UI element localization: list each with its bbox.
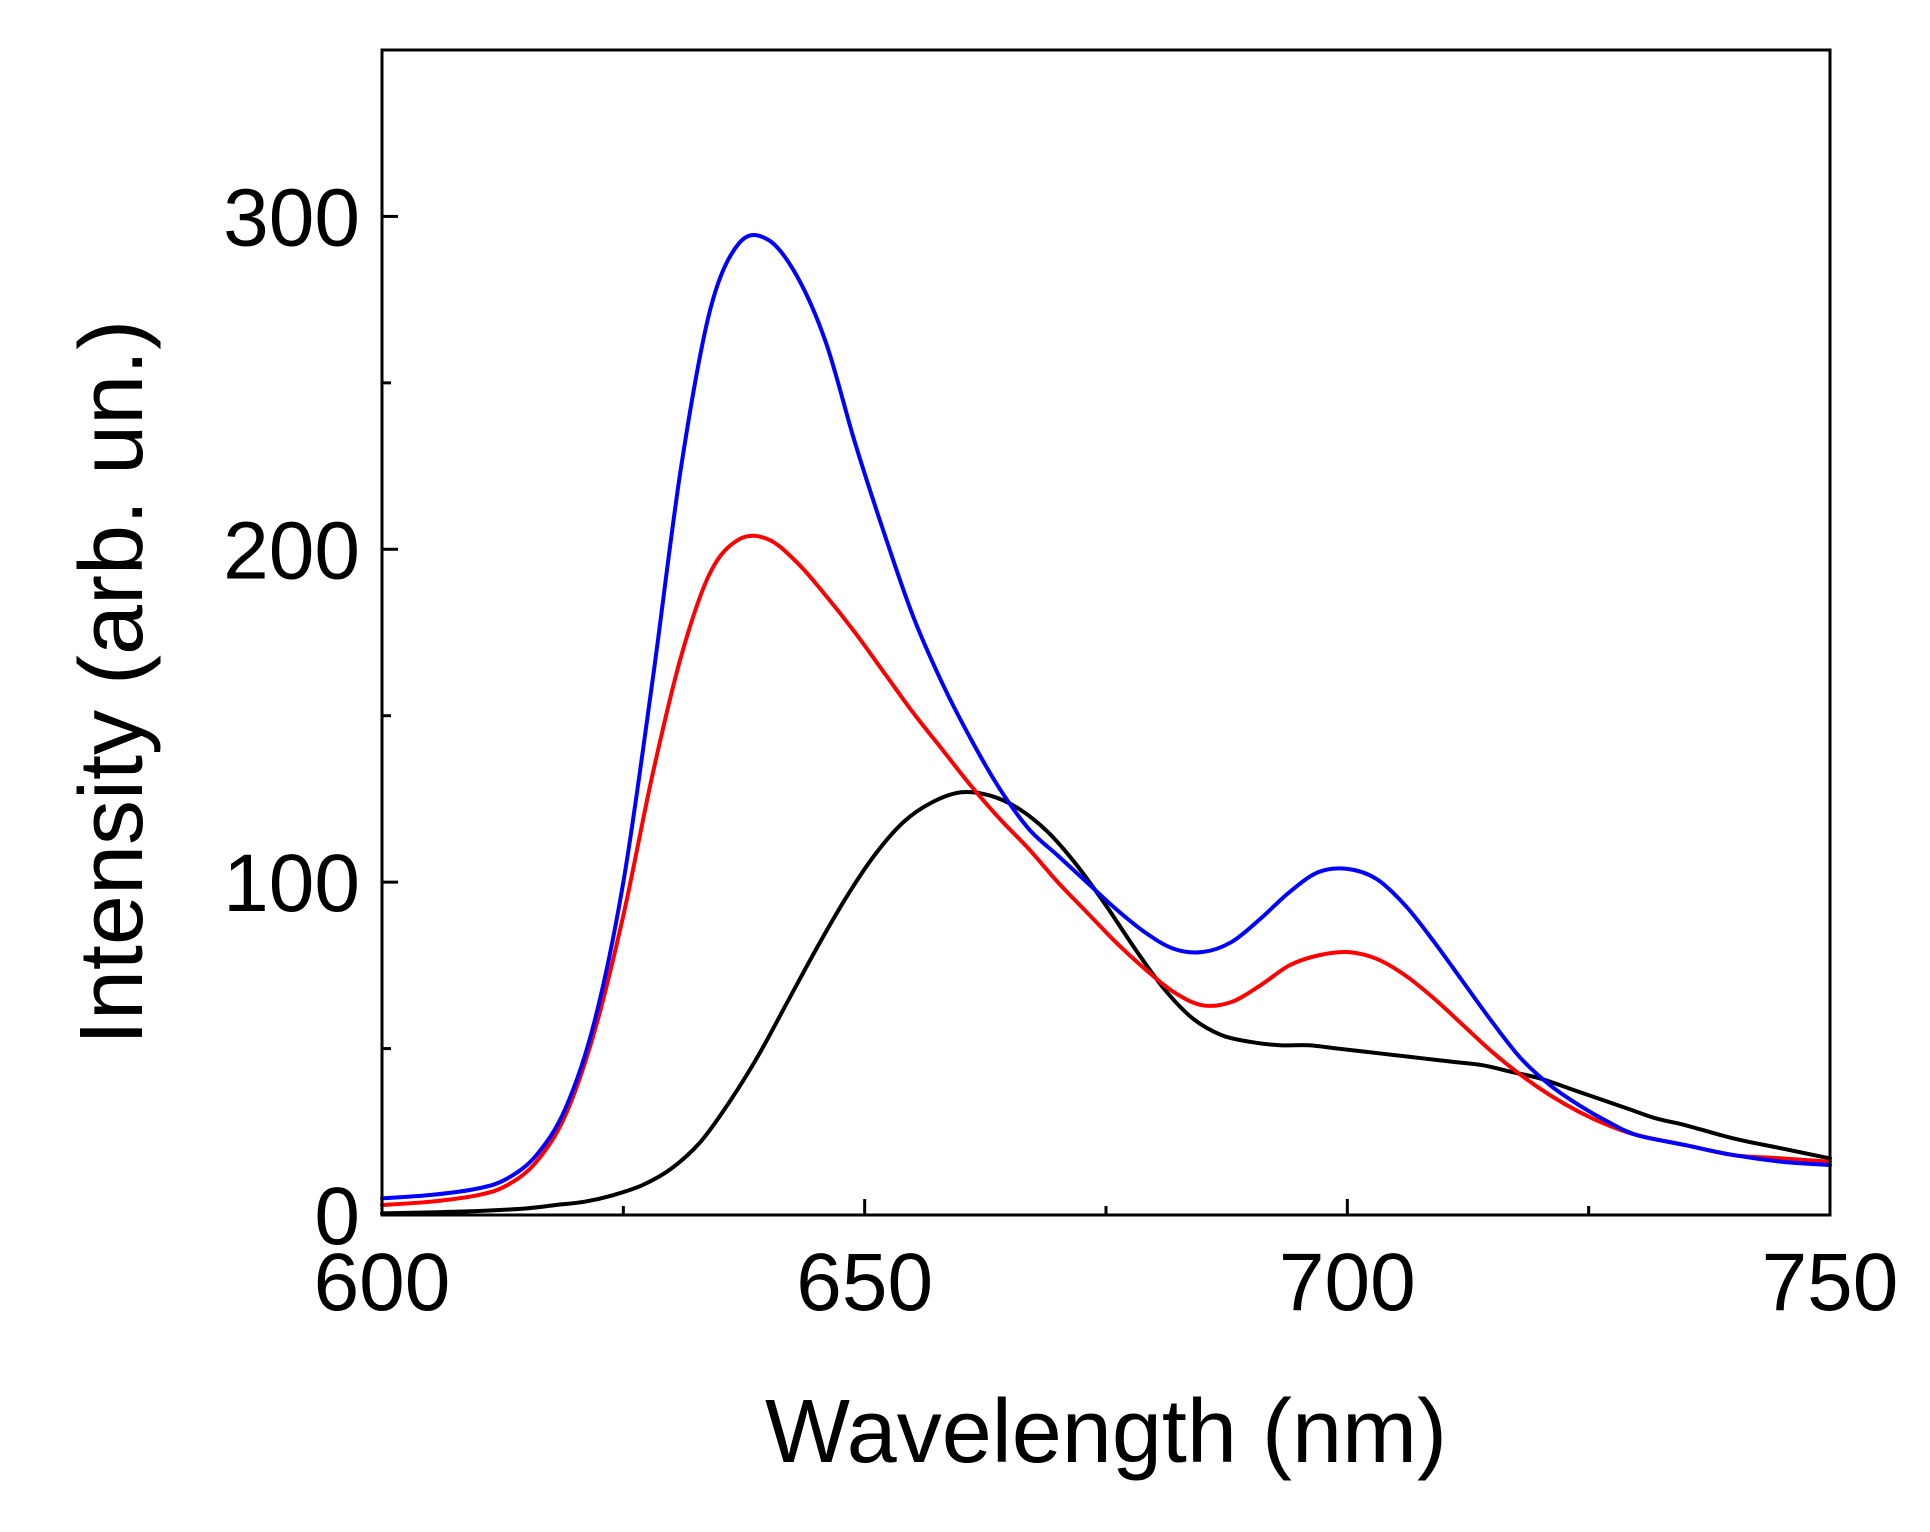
series-layer	[380, 232, 1832, 1216]
series-line-black	[380, 789, 1832, 1216]
x-axis-title: Wavelength (nm)	[765, 1382, 1447, 1482]
series-line-red	[380, 533, 1832, 1208]
x-tick-label: 750	[1762, 1237, 1899, 1328]
y-tick-label: 0	[314, 1171, 360, 1262]
y-tick-label: 200	[223, 505, 360, 596]
x-tick-label: 650	[796, 1237, 933, 1328]
y-tick-label: 100	[223, 838, 360, 929]
series-line-blue	[380, 232, 1832, 1201]
y-axis-title: Intensity (arb. un.)	[62, 320, 162, 1045]
y-tick-label: 300	[223, 172, 360, 263]
plot-frame	[380, 48, 1832, 1217]
x-tick-label: 700	[1279, 1237, 1416, 1328]
x-tick-labels: 600 650 700 750	[314, 1237, 1899, 1328]
y-tick-labels: 0 100 200 300	[223, 172, 360, 1262]
tick-layer	[380, 214, 1832, 1217]
x-tick-label: 600	[314, 1237, 451, 1328]
